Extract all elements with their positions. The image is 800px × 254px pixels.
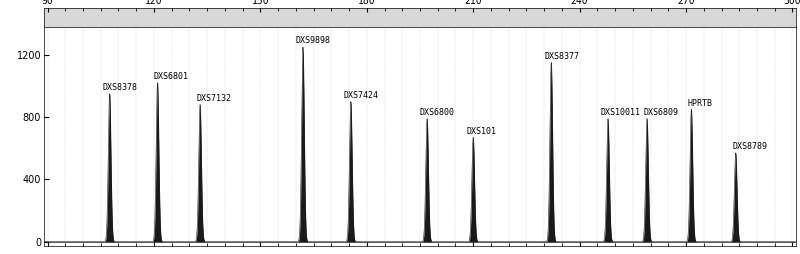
Text: DXS10011: DXS10011 [601,108,641,117]
Text: DXS8378: DXS8378 [102,83,138,92]
Text: DXS8377: DXS8377 [544,52,579,61]
Text: DXS9898: DXS9898 [296,36,331,45]
Text: DXS101: DXS101 [466,127,496,136]
Text: DXS6800: DXS6800 [420,108,455,117]
Text: DXS8789: DXS8789 [732,142,767,151]
Text: DXS6801: DXS6801 [154,72,189,81]
Text: DXS7424: DXS7424 [344,91,378,100]
Text: DXS6809: DXS6809 [643,108,678,117]
Text: DXS7132: DXS7132 [197,94,231,103]
Text: HPRTB: HPRTB [688,99,713,108]
